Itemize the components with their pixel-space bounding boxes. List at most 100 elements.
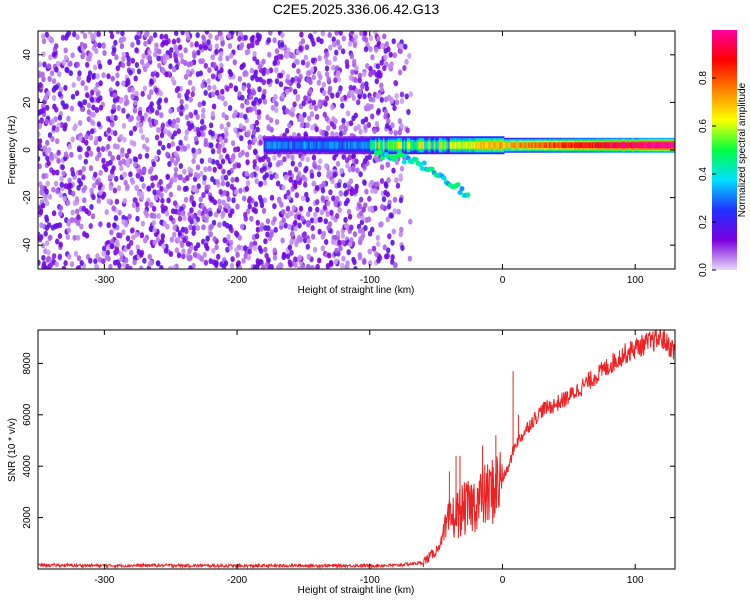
heatmap-cell: [459, 186, 465, 192]
heatmap-cell: [132, 125, 137, 132]
heatmap-cell: [384, 141, 387, 149]
heatmap-cell: [448, 141, 451, 149]
heatmap-cell: [193, 220, 198, 227]
heatmap-cell: [451, 141, 454, 149]
heatmap-cell: [386, 177, 391, 184]
heatmap-cell: [191, 200, 196, 207]
heatmap-cell: [81, 51, 86, 58]
heatmap-cell: [134, 231, 139, 238]
heatmap-cell: [642, 142, 645, 149]
heatmap-cell: [228, 71, 234, 77]
heatmap-cell: [370, 141, 373, 149]
heatmap-cell: [169, 47, 174, 54]
heatmap-cell: [130, 41, 135, 48]
heatmap-cell: [322, 204, 327, 211]
heatmap-cell: [671, 142, 674, 149]
heatmap-cell: [147, 49, 152, 56]
heatmap-cell: [191, 85, 196, 92]
heatmap-cell: [255, 59, 260, 65]
heatmap-cell: [256, 114, 262, 121]
colorbar: 0.00.20.40.60.8 Normalized spectral ampl…: [698, 30, 748, 277]
heatmap-cell: [344, 141, 347, 149]
heatmap-cell: [54, 106, 59, 113]
heatmap-cell: [660, 142, 663, 149]
heatmap-cell: [262, 165, 267, 172]
heatmap-cell: [367, 141, 370, 149]
heatmap-cell: [235, 251, 240, 258]
heatmap-cell: [59, 122, 64, 128]
heatmap-cell: [96, 197, 102, 204]
heatmap-cell: [160, 66, 165, 73]
heatmap-cell: [157, 104, 162, 111]
heatmap-cell: [198, 196, 203, 203]
heatmap-cell: [227, 43, 233, 49]
heatmap-cell: [45, 180, 50, 187]
heatmap-cell: [389, 212, 394, 219]
heatmap-cell: [238, 31, 243, 37]
heatmap-cell: [174, 87, 180, 94]
heatmap-cell: [187, 79, 193, 86]
heatmap-cell: [109, 229, 114, 236]
heatmap-cell: [377, 92, 382, 99]
heatmap-cell: [149, 79, 155, 86]
heatmap-cell: [139, 251, 144, 258]
heatmap-cell: [102, 50, 107, 56]
heatmap-cell: [427, 141, 430, 149]
heatmap-cell: [247, 248, 252, 255]
heatmap-cell: [254, 119, 260, 126]
heatmap-cell: [353, 34, 358, 41]
heatmap-cell: [208, 258, 213, 265]
heatmap-cell: [262, 179, 268, 186]
heatmap-cell: [264, 252, 269, 259]
heatmap-cell: [302, 111, 307, 118]
heatmap-cell: [131, 202, 137, 209]
heatmap-cell: [82, 197, 87, 204]
heatmap-cell: [54, 66, 59, 73]
heatmap-cell: [259, 202, 265, 209]
heatmap-cell: [236, 162, 241, 169]
colorbar-tick-label: 0.8: [698, 71, 709, 85]
heatmap-cell: [569, 142, 572, 149]
heatmap-cell: [195, 32, 200, 39]
heatmap-cell: [157, 62, 162, 69]
heatmap-cell: [95, 179, 100, 186]
heatmap-cell: [165, 223, 170, 230]
heatmap-cell: [571, 142, 573, 149]
heatmap-cell: [55, 169, 60, 176]
heatmap-cell: [354, 141, 357, 149]
heatmap-cell: [322, 111, 327, 118]
heatmap-cell: [96, 31, 101, 38]
heatmap-cell: [176, 252, 182, 259]
heatmap-cell: [123, 94, 129, 101]
heatmap-cell: [360, 141, 363, 149]
heatmap-cell: [261, 207, 267, 214]
heatmap-cell: [105, 143, 111, 150]
snr-frame: [37, 329, 676, 570]
heatmap-cell: [111, 205, 116, 212]
heatmap-cell: [295, 237, 301, 244]
heatmap-cell: [134, 90, 139, 97]
heatmap-cell: [296, 68, 301, 75]
heatmap-cell: [367, 230, 373, 237]
heatmap-cell: [163, 128, 168, 135]
heatmap-cell: [251, 89, 257, 96]
heatmap-cell: [274, 101, 279, 107]
heatmap-cell: [351, 166, 356, 173]
heatmap-cell: [339, 167, 344, 174]
heatmap-cell: [220, 40, 225, 47]
heatmap-cell: [135, 121, 141, 128]
heatmap-cell: [504, 142, 507, 149]
heatmap-cell: [375, 181, 380, 188]
heatmap-cell: [110, 75, 115, 82]
heatmap-cell: [392, 105, 397, 111]
heatmap-cell: [245, 159, 250, 166]
heatmap-cell: [362, 141, 365, 149]
heatmap-cell: [352, 259, 357, 266]
heatmap-cell: [308, 141, 311, 149]
heatmap-cell: [341, 255, 346, 262]
heatmap-cell: [174, 31, 179, 37]
heatmap-cell: [486, 141, 489, 149]
heatmap-cell: [115, 143, 120, 150]
heatmap-cell: [270, 104, 276, 111]
heatmap-cell: [75, 34, 80, 41]
